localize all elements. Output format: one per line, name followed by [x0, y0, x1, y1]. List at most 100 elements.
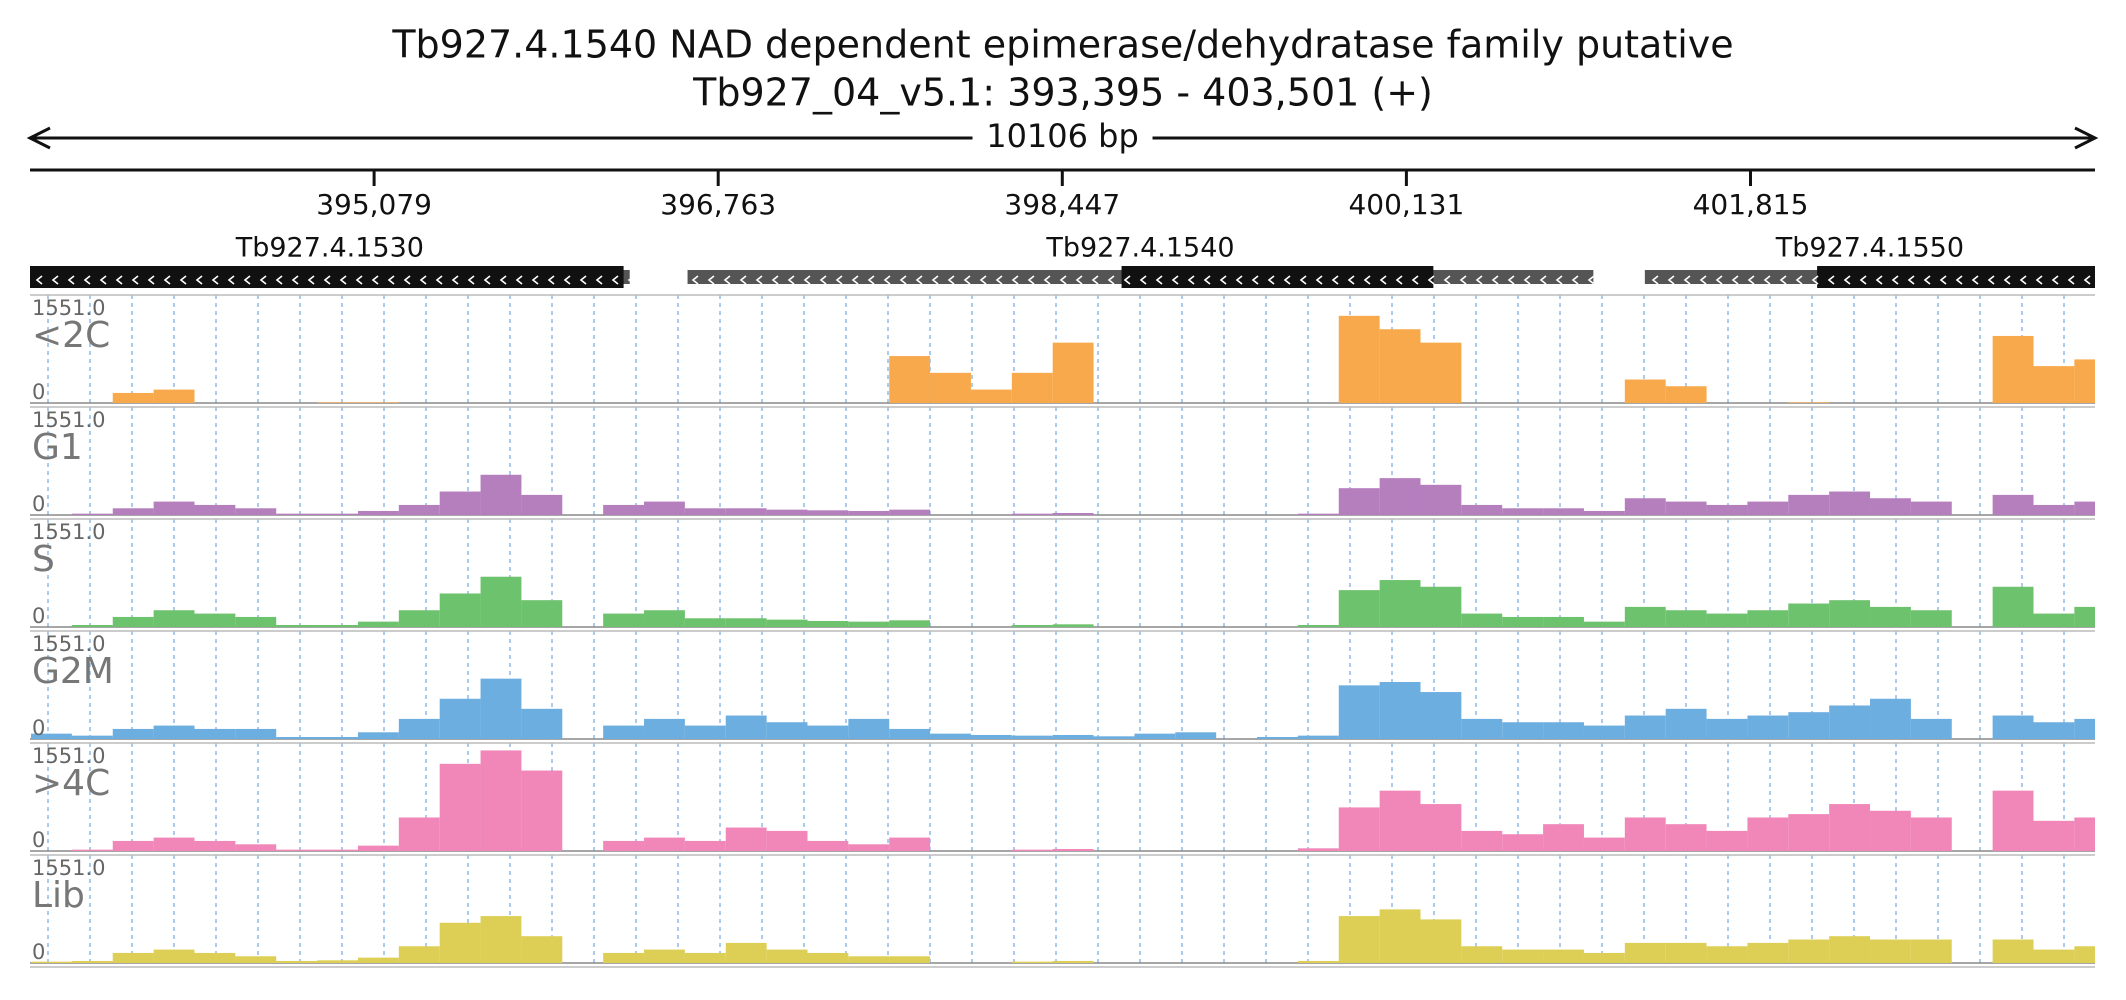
coverage-bar: [398, 817, 440, 851]
coverage-bar: [317, 513, 358, 515]
coverage-bar: [766, 722, 808, 739]
coverage-bar: [1297, 735, 1339, 739]
coverage-bar: [1543, 508, 1584, 515]
coverage-bar: [1665, 501, 1707, 515]
coverage-bar: [1543, 824, 1584, 851]
y-tick-label: 0: [32, 604, 45, 628]
coverage-bar: [439, 593, 481, 627]
coverage-bar: [357, 402, 399, 403]
coverage-bar: [1011, 372, 1053, 403]
coverage-bar: [2074, 359, 2095, 403]
coverage-bar: [398, 718, 440, 739]
coverage-bar: [1747, 942, 1789, 963]
coverage-bar: [766, 509, 808, 515]
gene-label: Tb927.4.1530: [235, 233, 424, 264]
coverage-bar: [1870, 939, 1911, 963]
coverage-bar: [1297, 624, 1339, 627]
coverage-bar: [1665, 610, 1707, 627]
coverage-bar: [684, 725, 726, 739]
coverage-bar: [684, 952, 726, 963]
coverage-bar: [1788, 814, 1830, 851]
coverage-bar: [480, 474, 522, 515]
coverage-bar: [1257, 736, 1298, 739]
coverage-bar: [930, 372, 971, 403]
strand-chevrons: [1644, 269, 2095, 285]
coverage-bar: [2074, 946, 2095, 963]
y-tick-label: 1551.0: [32, 296, 105, 320]
y-tick-label: 1551.0: [32, 408, 105, 432]
coverage-bar: [1624, 379, 1666, 403]
coverage-bar: [1665, 942, 1707, 963]
coverage-bar: [725, 508, 767, 515]
y-tick-label: 0: [32, 492, 45, 516]
coverage-bar: [439, 491, 481, 515]
coverage-bar: [317, 402, 358, 403]
coverage-bar: [644, 718, 685, 739]
coverage-bar: [521, 708, 563, 739]
coverage-bar: [439, 698, 481, 739]
coverage-bar: [357, 845, 399, 851]
coverage-bar: [1910, 939, 1952, 963]
coverage-bar: [112, 728, 154, 739]
coverage-bar: [1665, 708, 1707, 739]
track-name: >4C: [32, 763, 110, 804]
coverage-bar: [71, 624, 113, 627]
coverage-bar: [1910, 718, 1952, 739]
coverage-bar: [71, 513, 113, 515]
coverage-bar: [235, 616, 277, 627]
coverage-bar: [276, 513, 318, 515]
coverage-bar: [1502, 508, 1544, 515]
coverage-bar: [848, 844, 890, 851]
coverage-bar: [1583, 952, 1625, 963]
coverage-bar: [1870, 698, 1911, 739]
y-tick-label: 1551.0: [32, 856, 105, 880]
coverage-bar: [807, 725, 849, 739]
coverage-bar: [848, 510, 890, 515]
subtitle: Tb927_04_v5.1: 393,395 - 403,501 (+): [692, 71, 1433, 115]
coverage-bar: [235, 956, 277, 963]
coverage-bar: [1379, 682, 1421, 739]
coverage-bar: [1175, 732, 1217, 739]
coverage-bar: [1338, 488, 1380, 515]
coverage-bar: [276, 736, 318, 739]
gene-label: Tb927.4.1540: [1045, 233, 1234, 264]
coverage-bar: [684, 840, 726, 851]
coverage-bar: [889, 956, 931, 963]
arrow-head: [26, 126, 51, 150]
coverage-bar: [153, 610, 195, 627]
coverage-bar: [31, 961, 72, 963]
coverage-bar: [1910, 817, 1952, 851]
coverage-bar: [276, 624, 318, 627]
coverage-bar: [603, 504, 645, 515]
coverage-bar: [2033, 613, 2075, 627]
coverage-bar: [153, 725, 195, 739]
coverage-bar: [1420, 804, 1462, 851]
coverage-bar: [1992, 790, 2034, 851]
coverage-bar: [2074, 817, 2095, 851]
coverage-bar: [521, 770, 563, 851]
strand-chevrons: [30, 269, 630, 285]
coverage-bar: [725, 827, 767, 851]
coverage-bar: [1338, 590, 1380, 627]
coverage-bar: [521, 494, 563, 515]
coverage-bar: [1829, 491, 1871, 515]
y-tick-label: 0: [32, 380, 45, 404]
x-tick-label: 396,763: [660, 188, 776, 221]
coverage-bar: [276, 960, 318, 963]
coverage-bar: [1297, 848, 1339, 851]
coverage-bar: [153, 949, 195, 963]
coverage-bar: [1829, 705, 1871, 739]
y-tick-label: 0: [32, 828, 45, 852]
coverage-bar: [725, 715, 767, 739]
coverage-bar: [31, 733, 72, 739]
track-name: S: [32, 539, 55, 580]
coverage-bar: [1624, 942, 1666, 963]
x-tick-label: 400,131: [1348, 188, 1464, 221]
coverage-bar: [2033, 820, 2075, 851]
coverage-bar: [1543, 722, 1584, 739]
coverage-bar: [1706, 613, 1748, 627]
coverage-bar: [112, 840, 154, 851]
coverage-bar: [889, 356, 931, 403]
coverage-bar: [521, 600, 563, 627]
